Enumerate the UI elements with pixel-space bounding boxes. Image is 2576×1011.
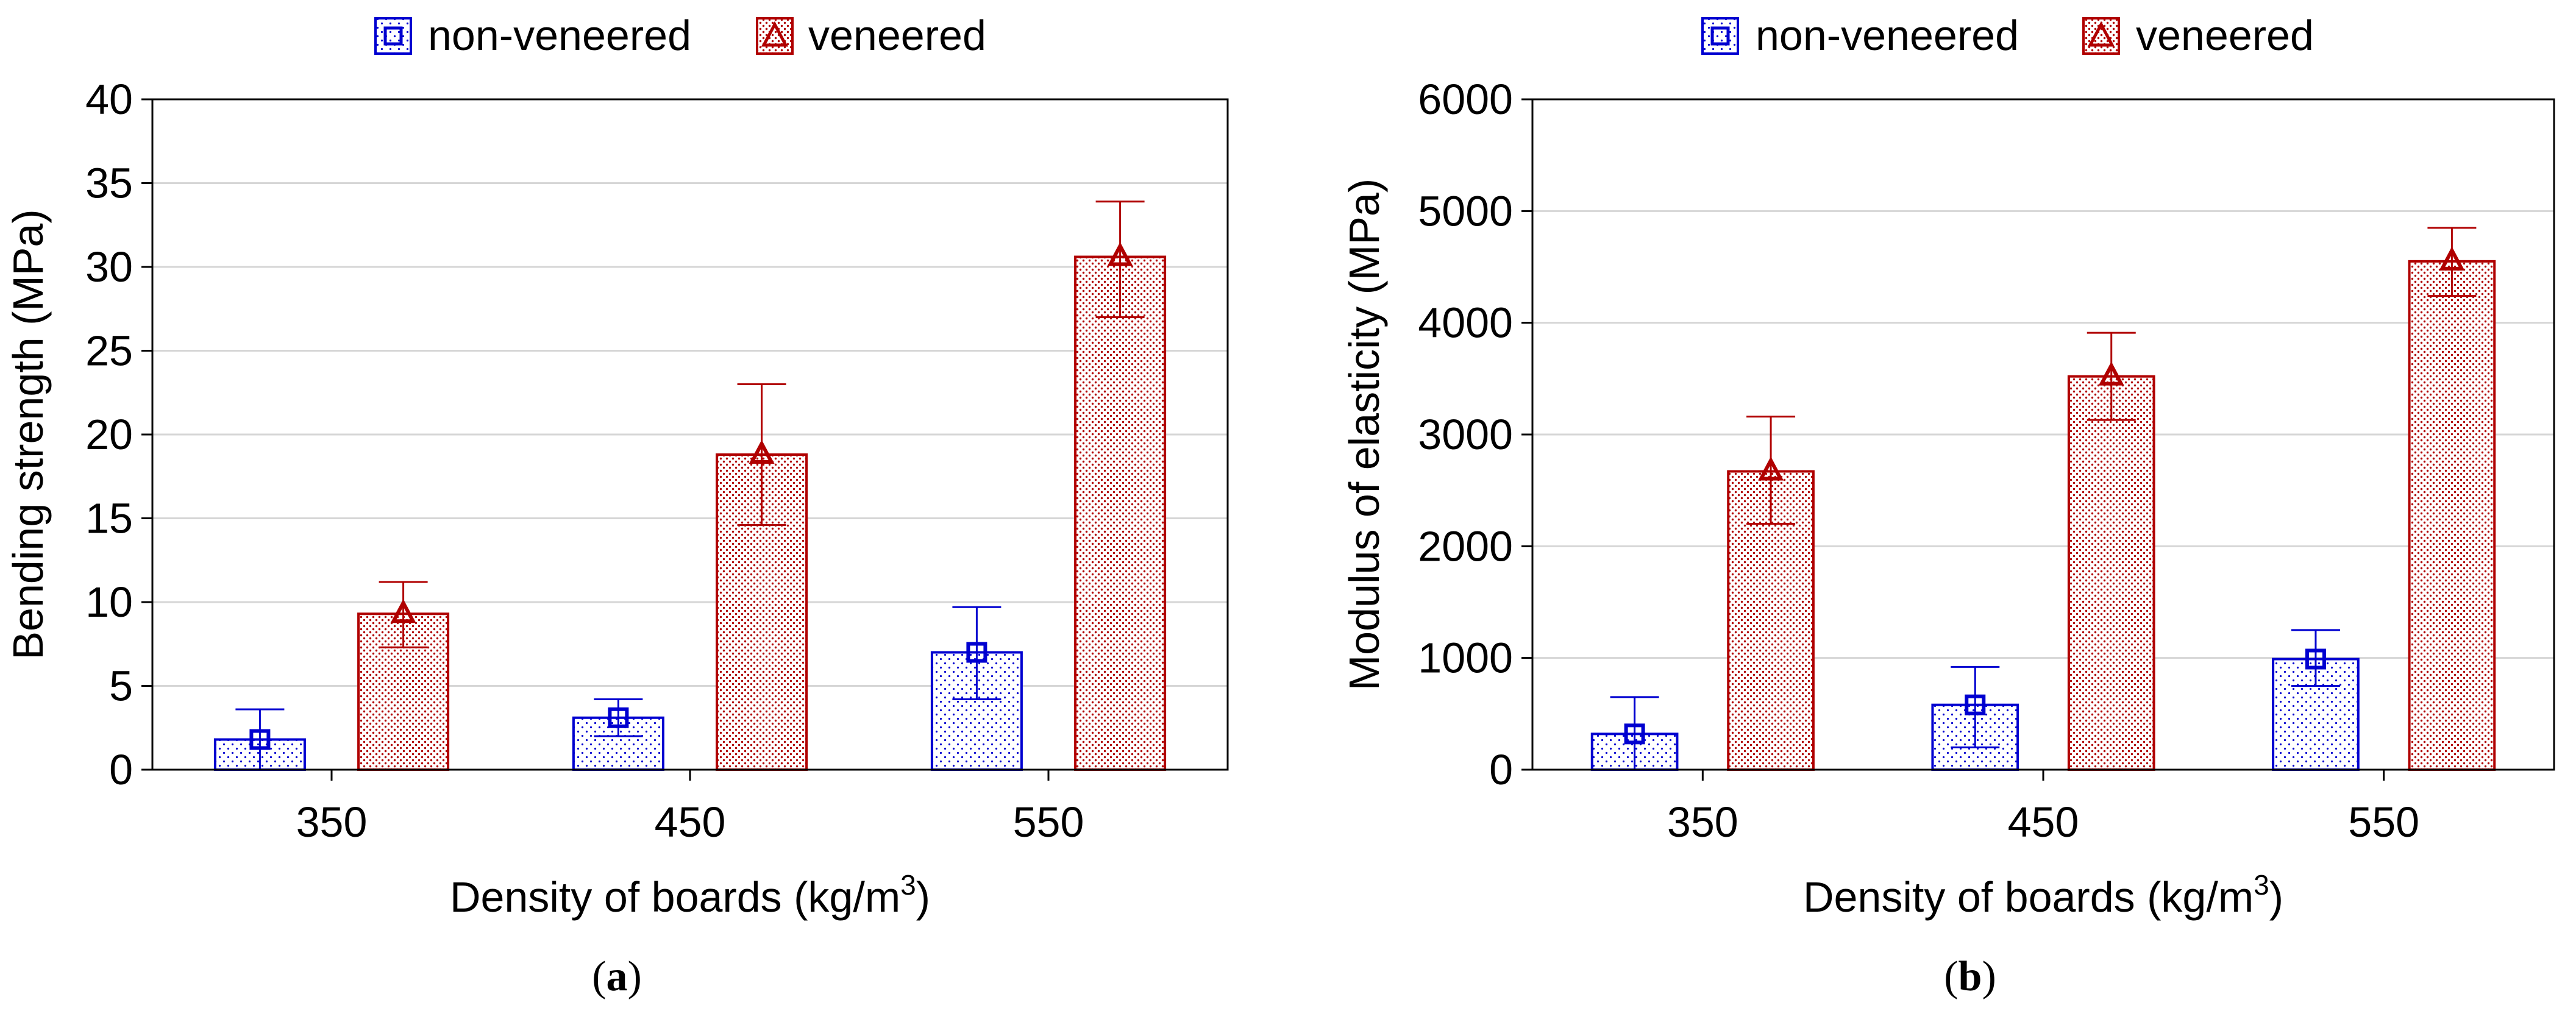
marker-square-icon bbox=[608, 707, 629, 728]
x-tick-label: 550 bbox=[2348, 798, 2419, 846]
y-tick-label: 35 bbox=[85, 160, 133, 207]
y-tick-label: 10 bbox=[85, 578, 133, 626]
y-tick-label: 0 bbox=[1489, 746, 1513, 793]
marker-square-icon bbox=[966, 642, 987, 663]
legend: non-veneered veneered bbox=[374, 12, 986, 59]
grid-lines bbox=[152, 182, 1228, 687]
y-tick-label: 4000 bbox=[1418, 299, 1513, 347]
legend-swatch-non-veneered bbox=[1701, 17, 1739, 55]
y-tick-label: 40 bbox=[85, 76, 133, 123]
x-axis-label-end: ) bbox=[2269, 873, 2283, 921]
x-axis-label-text: Density of boards (kg/m bbox=[450, 873, 900, 921]
bars bbox=[1590, 227, 2496, 772]
legend-label-non-veneered: non-veneered bbox=[428, 12, 691, 59]
marker-triangle-icon bbox=[1758, 456, 1784, 481]
bar-veneered bbox=[2067, 375, 2155, 771]
x-axis-label-end: ) bbox=[916, 873, 930, 921]
legend-swatch-non-veneered bbox=[374, 17, 412, 55]
y-tick-label: 0 bbox=[109, 746, 133, 793]
y-tick-label: 30 bbox=[85, 243, 133, 291]
panel-label: (a) bbox=[592, 953, 642, 1000]
legend-marker-triangle-icon bbox=[761, 21, 789, 47]
marker-square-icon bbox=[1624, 723, 1645, 745]
x-axis-ticks: 350 450 550 bbox=[1667, 770, 2419, 846]
y-tick-label: 20 bbox=[85, 411, 133, 458]
panel-paren-close: ) bbox=[1982, 953, 1996, 1000]
y-tick-label: 6000 bbox=[1418, 76, 1513, 123]
marker-triangle-icon bbox=[749, 439, 775, 464]
y-axis-ticks: 0 1000 2000 3000 4000 5000 6000 bbox=[1418, 76, 1532, 793]
marker-square-icon bbox=[249, 729, 271, 750]
legend-label-veneered: veneered bbox=[808, 12, 986, 59]
y-axis-ticks: 0 5 10 15 20 25 30 35 40 bbox=[85, 76, 152, 793]
x-tick-label: 450 bbox=[2008, 798, 2079, 846]
legend-marker-square-icon bbox=[383, 26, 403, 46]
y-tick-label: 15 bbox=[85, 495, 133, 542]
x-axis-label: Density of boards (kg/m3) bbox=[1803, 869, 2283, 921]
y-tick-label: 3000 bbox=[1418, 411, 1513, 458]
x-tick-label: 450 bbox=[655, 798, 726, 846]
bar-veneered bbox=[2408, 260, 2496, 772]
modulus-of-elasticity-chart: non-veneered veneered 0 1000 2000 3000 4000 5… bbox=[1340, 12, 2555, 1000]
y-axis-label: Modulus of elasticity (MPa) bbox=[1340, 179, 1388, 690]
legend-marker-triangle-icon bbox=[2087, 21, 2115, 47]
panel-label: (b) bbox=[1944, 953, 1996, 1000]
y-tick-label: 2000 bbox=[1418, 522, 1513, 570]
y-tick-label: 1000 bbox=[1418, 634, 1513, 682]
marker-square-icon bbox=[2305, 648, 2326, 670]
legend-label-non-veneered: non-veneered bbox=[1756, 12, 2019, 59]
marker-square-icon bbox=[1965, 694, 1986, 715]
marker-triangle-icon bbox=[1107, 242, 1133, 266]
legend-marker-square-icon bbox=[1710, 26, 1730, 46]
x-tick-label: 350 bbox=[1667, 798, 1738, 846]
x-tick-label: 350 bbox=[296, 798, 368, 846]
legend: non-veneered veneered bbox=[1701, 12, 2314, 59]
marker-triangle-icon bbox=[2439, 246, 2465, 271]
x-axis-label-text: Density of boards (kg/m bbox=[1803, 873, 2254, 921]
panel-letter: a bbox=[607, 953, 628, 1000]
x-axis-label-superscript: 3 bbox=[2254, 869, 2269, 901]
panel-paren-close: ) bbox=[628, 953, 642, 1000]
panel-letter: b bbox=[1959, 953, 1982, 1000]
panel-paren-open: ( bbox=[1944, 953, 1958, 1000]
x-tick-label: 550 bbox=[1013, 798, 1084, 846]
panel-paren-open: ( bbox=[592, 953, 606, 1000]
x-axis-ticks: 350 450 550 bbox=[296, 770, 1084, 846]
y-tick-label: 25 bbox=[85, 327, 133, 375]
y-tick-label: 5000 bbox=[1418, 187, 1513, 235]
y-tick-label: 5 bbox=[109, 662, 133, 710]
x-axis-label: Density of boards (kg/m3) bbox=[450, 869, 930, 921]
marker-triangle-icon bbox=[2098, 361, 2124, 386]
bending-strength-chart: non-veneered veneered 0 5 10 15 20 25 30 35 40 3… bbox=[4, 12, 1229, 1000]
bar-veneered bbox=[1074, 255, 1167, 771]
bars bbox=[213, 200, 1167, 771]
grid-lines bbox=[1532, 210, 2554, 659]
legend-label-veneered: veneered bbox=[2136, 12, 2314, 59]
marker-triangle-icon bbox=[390, 598, 416, 623]
y-axis-label: Bending strength (MPa) bbox=[4, 209, 52, 659]
x-axis-label-superscript: 3 bbox=[900, 869, 916, 901]
